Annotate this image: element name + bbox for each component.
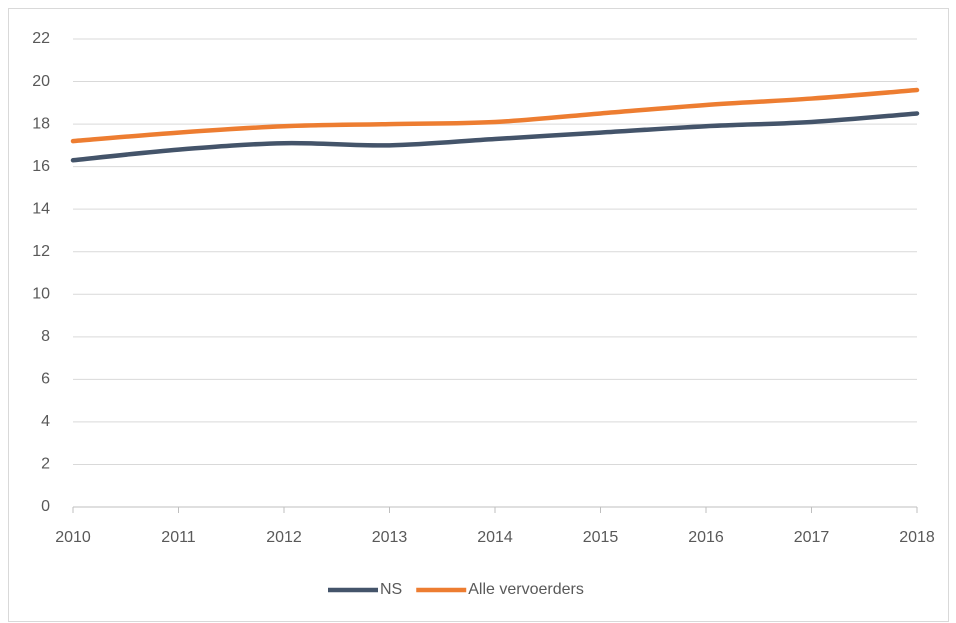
y-tick-label: 20 [32,73,50,90]
legend-label: Alle vervoerders [468,581,584,598]
x-tick-label: 2018 [899,529,935,546]
y-tick-label: 8 [41,328,50,345]
series-line [70,87,920,144]
y-tick-label: 22 [32,30,50,47]
chart-frame [8,8,949,622]
x-tick-label: 2014 [477,529,513,546]
y-tick-label: 4 [41,413,50,430]
y-tick-label: 18 [32,115,50,132]
x-tick-label: 2016 [688,529,724,546]
x-tick-label: 2012 [266,529,302,546]
legend-label: NS [380,581,402,598]
x-tick-label: 2010 [55,529,91,546]
x-tick-label: 2015 [583,529,619,546]
y-tick-label: 6 [41,371,50,388]
y-tick-label: 10 [32,285,50,302]
x-tick-label: 2013 [372,529,408,546]
y-tick-label: 12 [32,243,50,260]
y-tick-label: 0 [41,498,50,515]
y-tick-label: 16 [32,158,50,175]
series-line [70,111,920,163]
x-tick-label: 2011 [161,529,196,546]
y-tick-label: 2 [41,456,50,473]
y-tick-label: 14 [32,200,50,217]
x-tick-label: 2017 [794,529,830,546]
